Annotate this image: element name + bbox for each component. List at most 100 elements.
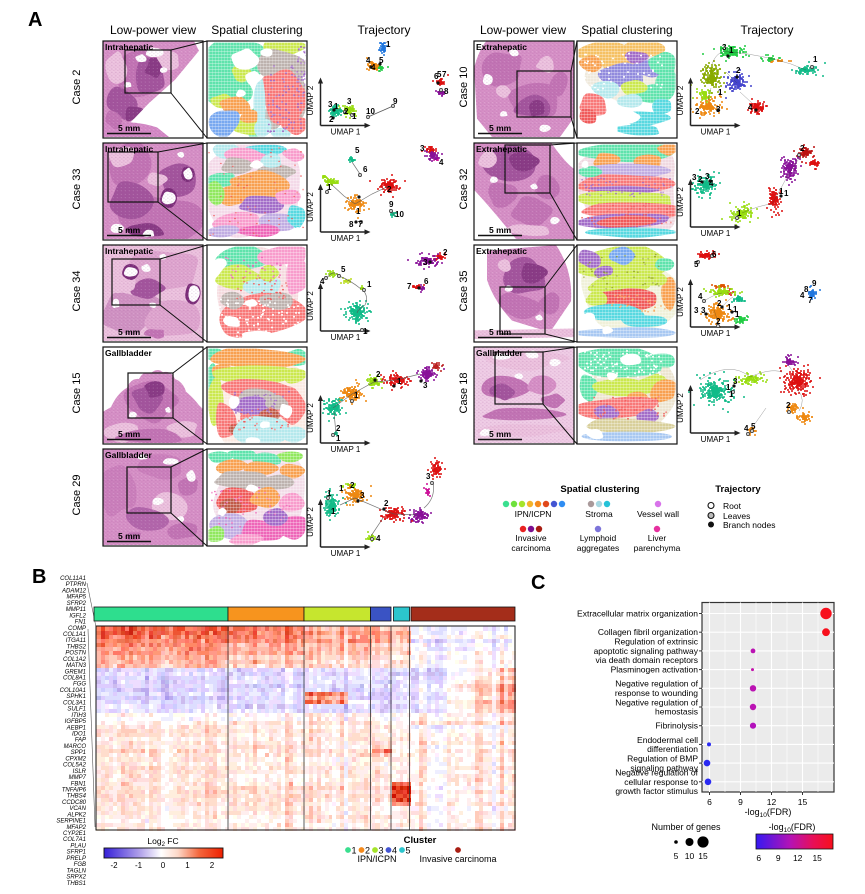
svg-text:1: 1 bbox=[339, 484, 344, 493]
svg-text:2: 2 bbox=[695, 107, 700, 116]
svg-text:12: 12 bbox=[793, 853, 803, 863]
svg-text:FN1: FN1 bbox=[75, 620, 86, 626]
svg-text:Branch nodes: Branch nodes bbox=[723, 520, 775, 530]
svg-text:5 mm: 5 mm bbox=[489, 123, 512, 133]
svg-text:3: 3 bbox=[360, 491, 365, 500]
svg-text:Invasive: Invasive bbox=[515, 533, 546, 543]
svg-text:Trajectory: Trajectory bbox=[741, 23, 794, 37]
svg-text:PRELP: PRELP bbox=[66, 856, 86, 862]
svg-text:Intrahepatic: Intrahepatic bbox=[105, 144, 153, 154]
svg-text:10: 10 bbox=[395, 210, 404, 219]
svg-text:IPN/ICPN: IPN/ICPN bbox=[515, 509, 552, 519]
svg-text:PLAU: PLAU bbox=[70, 844, 86, 850]
svg-text:MFAP2: MFAP2 bbox=[66, 825, 86, 831]
svg-text:9: 9 bbox=[738, 797, 743, 807]
svg-text:5 mm: 5 mm bbox=[118, 327, 141, 337]
svg-text:Regulation of BMP: Regulation of BMP bbox=[627, 754, 698, 764]
svg-text:6: 6 bbox=[712, 250, 717, 259]
svg-text:MARCO: MARCO bbox=[64, 744, 87, 750]
svg-text:4: 4 bbox=[439, 158, 444, 167]
svg-text:MMP7: MMP7 bbox=[69, 775, 87, 781]
svg-text:3: 3 bbox=[420, 144, 425, 153]
svg-text:UMAP 2: UMAP 2 bbox=[306, 291, 315, 321]
svg-text:5 mm: 5 mm bbox=[489, 225, 512, 235]
svg-text:4: 4 bbox=[800, 291, 805, 300]
svg-text:VCAN: VCAN bbox=[69, 806, 86, 812]
svg-text:2: 2 bbox=[716, 317, 721, 326]
svg-text:IPN/ICPN: IPN/ICPN bbox=[357, 854, 396, 864]
svg-text:10: 10 bbox=[366, 107, 375, 116]
svg-text:UMAP 2: UMAP 2 bbox=[676, 393, 685, 423]
svg-text:COL1A1: COL1A1 bbox=[63, 632, 86, 638]
svg-text:carcinoma: carcinoma bbox=[511, 543, 550, 553]
svg-text:Invasive carcinoma: Invasive carcinoma bbox=[419, 854, 496, 864]
svg-text:SPHK1: SPHK1 bbox=[66, 694, 86, 700]
svg-text:1: 1 bbox=[737, 209, 742, 218]
svg-text:FBN1: FBN1 bbox=[71, 781, 86, 787]
svg-text:1: 1 bbox=[718, 88, 723, 97]
svg-text:TAGLN: TAGLN bbox=[66, 868, 86, 874]
svg-text:1: 1 bbox=[327, 489, 332, 498]
svg-text:Gallbladder: Gallbladder bbox=[476, 348, 523, 358]
svg-text:Spatial clustering: Spatial clustering bbox=[560, 484, 639, 495]
svg-text:SFRP2: SFRP2 bbox=[67, 601, 87, 607]
svg-text:apoptotic signaling pathway: apoptotic signaling pathway bbox=[594, 646, 699, 656]
svg-text:GREM1: GREM1 bbox=[65, 669, 86, 675]
svg-text:5 mm: 5 mm bbox=[489, 429, 512, 439]
svg-text:UMAP 2: UMAP 2 bbox=[306, 507, 315, 537]
svg-text:5: 5 bbox=[437, 70, 442, 79]
svg-text:UMAP 1: UMAP 1 bbox=[331, 445, 361, 454]
svg-text:ALPK2: ALPK2 bbox=[66, 812, 86, 818]
svg-text:Negative regulation of: Negative regulation of bbox=[615, 679, 698, 689]
svg-text:COL1A2: COL1A2 bbox=[63, 657, 87, 663]
svg-text:COL11A1: COL11A1 bbox=[60, 576, 86, 582]
svg-text:COL5A2: COL5A2 bbox=[63, 763, 87, 769]
svg-text:Intrahepatic: Intrahepatic bbox=[105, 42, 153, 52]
svg-text:6: 6 bbox=[707, 797, 712, 807]
svg-text:IDO1: IDO1 bbox=[72, 732, 86, 738]
svg-text:Gallbladder: Gallbladder bbox=[105, 450, 152, 460]
svg-text:PTPRN: PTPRN bbox=[66, 582, 87, 588]
svg-text:1: 1 bbox=[336, 434, 341, 443]
svg-text:THBS1: THBS1 bbox=[67, 881, 86, 887]
svg-text:response to wounding: response to wounding bbox=[615, 688, 698, 698]
svg-text:2: 2 bbox=[698, 175, 703, 184]
svg-text:ITGA11: ITGA11 bbox=[66, 638, 86, 644]
svg-text:8: 8 bbox=[444, 87, 449, 96]
svg-text:UMAP 2: UMAP 2 bbox=[306, 192, 315, 222]
svg-text:4: 4 bbox=[366, 56, 371, 65]
svg-text:4: 4 bbox=[744, 424, 749, 433]
svg-text:0: 0 bbox=[161, 861, 166, 870]
svg-text:5: 5 bbox=[355, 146, 360, 155]
svg-text:FAP: FAP bbox=[75, 738, 86, 744]
svg-text:1: 1 bbox=[779, 187, 784, 196]
svg-text:3: 3 bbox=[701, 306, 706, 315]
svg-text:Extrahepatic: Extrahepatic bbox=[476, 246, 527, 256]
svg-text:1: 1 bbox=[356, 207, 361, 216]
svg-text:FGB: FGB bbox=[74, 862, 86, 868]
svg-text:Negative regulation of: Negative regulation of bbox=[615, 768, 698, 778]
svg-text:UMAP 2: UMAP 2 bbox=[676, 85, 685, 115]
svg-text:Root: Root bbox=[723, 501, 742, 511]
svg-text:4: 4 bbox=[709, 179, 714, 188]
svg-text:MMP11: MMP11 bbox=[66, 607, 86, 613]
svg-text:hemostasis: hemostasis bbox=[655, 707, 698, 717]
svg-text:3: 3 bbox=[733, 377, 738, 386]
svg-text:1: 1 bbox=[727, 303, 732, 312]
svg-text:UMAP 2: UMAP 2 bbox=[306, 85, 315, 115]
svg-text:SERPINE1: SERPINE1 bbox=[56, 819, 86, 825]
svg-text:CPXM2: CPXM2 bbox=[65, 756, 86, 762]
svg-text:1: 1 bbox=[729, 390, 734, 399]
svg-text:UMAP 1: UMAP 1 bbox=[701, 128, 731, 137]
svg-text:6: 6 bbox=[756, 853, 761, 863]
svg-text:Negative regulation of: Negative regulation of bbox=[615, 697, 698, 707]
svg-text:3: 3 bbox=[379, 846, 384, 856]
svg-text:7: 7 bbox=[808, 296, 813, 305]
svg-text:UMAP 1: UMAP 1 bbox=[331, 333, 361, 342]
svg-text:via death domain receptors: via death domain receptors bbox=[595, 655, 698, 665]
svg-text:Extrahepatic: Extrahepatic bbox=[476, 42, 527, 52]
svg-text:1: 1 bbox=[185, 861, 190, 870]
svg-text:Case 34: Case 34 bbox=[71, 271, 83, 312]
svg-text:UMAP 2: UMAP 2 bbox=[676, 287, 685, 317]
svg-text:7: 7 bbox=[358, 220, 363, 229]
